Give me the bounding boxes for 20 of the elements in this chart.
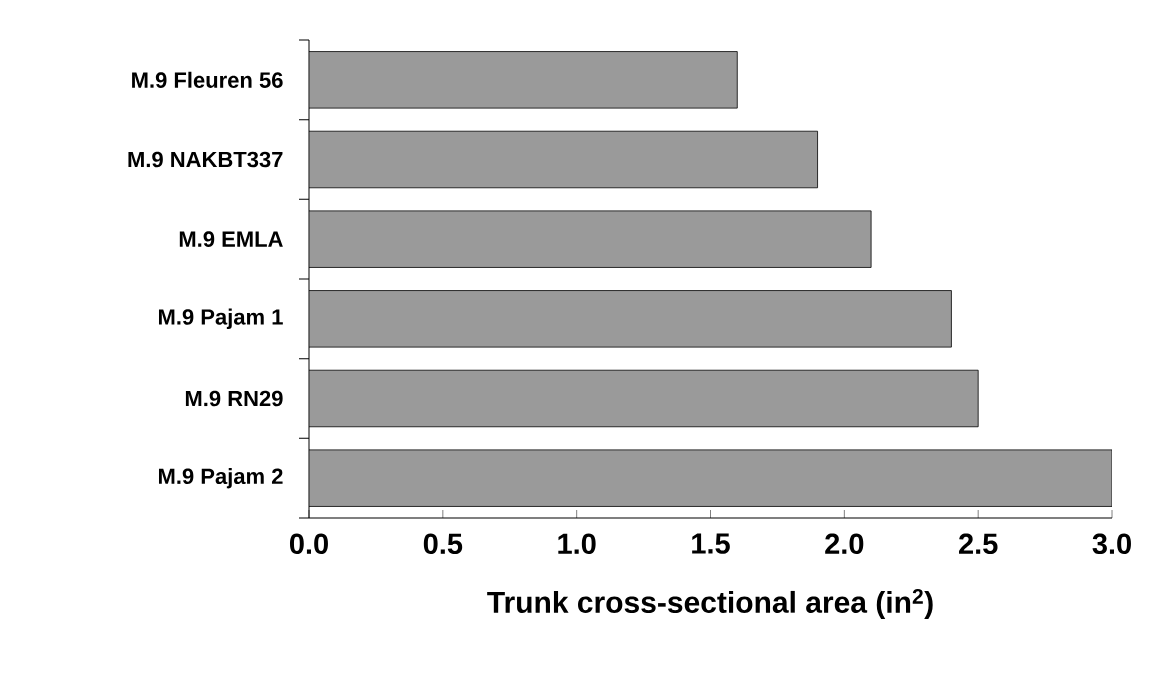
bar [309, 51, 738, 109]
x-axis-title: Trunk cross-sectional area (in$^{2}$) [487, 588, 933, 619]
y-tick-label: M.9 RN29 [185, 390, 283, 407]
x-tick-label: 3.0 [1092, 533, 1131, 555]
y-tick-label: M.9 Fleuren 56 [132, 71, 283, 88]
x-tick-label: 1.0 [558, 533, 596, 555]
bar [309, 290, 952, 348]
bar [309, 210, 872, 268]
x-tick-label: 0.0 [289, 533, 328, 555]
y-tick-label: M.9 Pajam 1 [158, 308, 283, 330]
x-tick-label: 2.5 [959, 533, 998, 555]
x-tick-label: 0.5 [423, 533, 463, 555]
x-tick-label: 2.0 [825, 533, 864, 555]
y-tick-label: M.9 Pajam 2 [158, 467, 283, 489]
bar [309, 369, 979, 428]
x-tick-label: 1.5 [692, 533, 730, 554]
bar [309, 130, 818, 189]
y-tick-label: M.9 NAKBT337 [128, 151, 283, 168]
bar [309, 449, 1113, 507]
y-tick-label: M.9 EMLA [179, 231, 283, 247]
